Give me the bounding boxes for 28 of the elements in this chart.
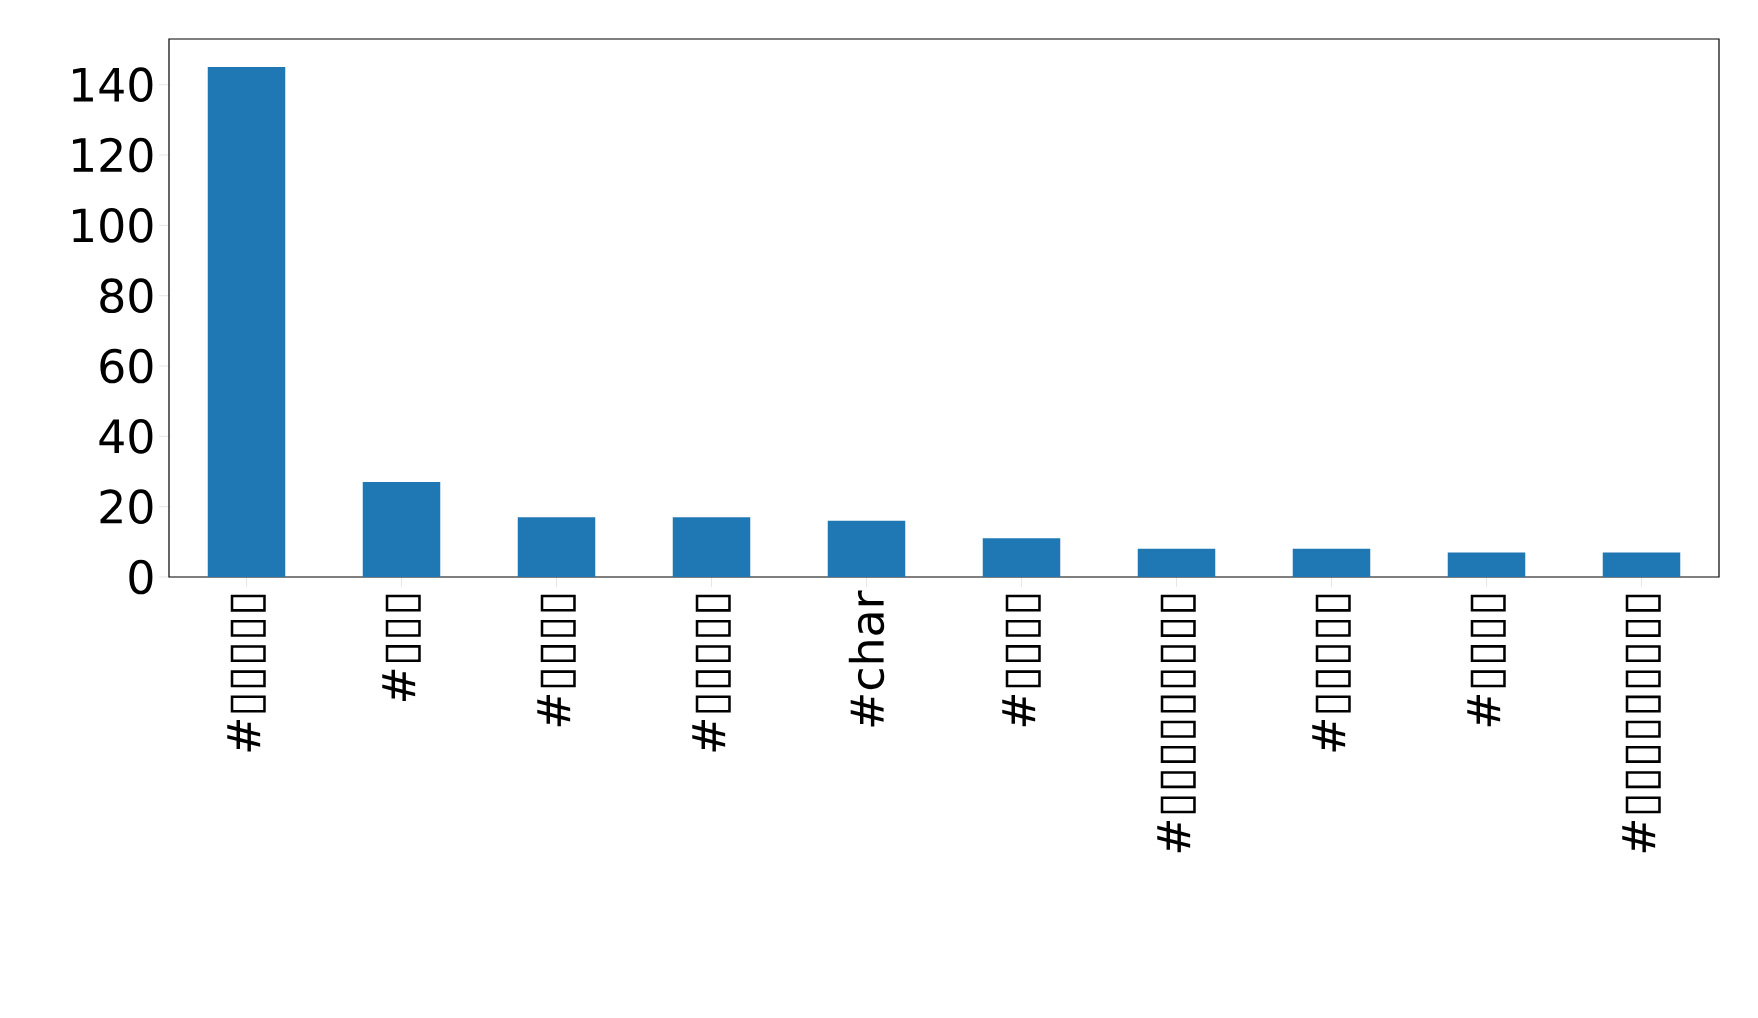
bar [1292, 548, 1371, 577]
bar [672, 517, 751, 577]
x-tick-label: #▯▯▯▯▯▯▯▯▯ [1157, 594, 1196, 853]
y-tick-label: 60 [100, 348, 153, 384]
y-tick-label: 80 [100, 278, 153, 314]
x-tick-label: #▯▯▯▯▯ [692, 594, 731, 752]
bar [827, 520, 906, 577]
x-tick-label: #▯▯▯ [382, 594, 421, 702]
bar [362, 482, 441, 577]
y-tick-label: 140 [73, 67, 153, 103]
y-tick-label: 0 [129, 559, 153, 595]
bar [1602, 552, 1681, 577]
x-tick-label: #▯▯▯▯▯ [227, 594, 266, 752]
x-tick-label: #▯▯▯▯▯ [1312, 594, 1351, 752]
y-tick-label: 120 [73, 137, 153, 173]
bar [982, 538, 1061, 577]
x-tick-label: #▯▯▯▯ [1002, 594, 1041, 727]
y-tick-label: 20 [100, 489, 153, 525]
bar [1447, 552, 1526, 577]
x-tick-label: #▯▯▯▯▯▯▯▯▯ [1622, 594, 1661, 853]
y-tick-label: 100 [73, 208, 153, 243]
x-tick-label: #char [848, 590, 885, 727]
bar [207, 67, 286, 577]
bar [517, 517, 596, 577]
x-tick-label: #▯▯▯▯ [1467, 594, 1506, 727]
bar [1137, 548, 1216, 577]
x-tick-label: #▯▯▯▯ [537, 594, 576, 727]
y-tick-label: 40 [99, 419, 153, 454]
